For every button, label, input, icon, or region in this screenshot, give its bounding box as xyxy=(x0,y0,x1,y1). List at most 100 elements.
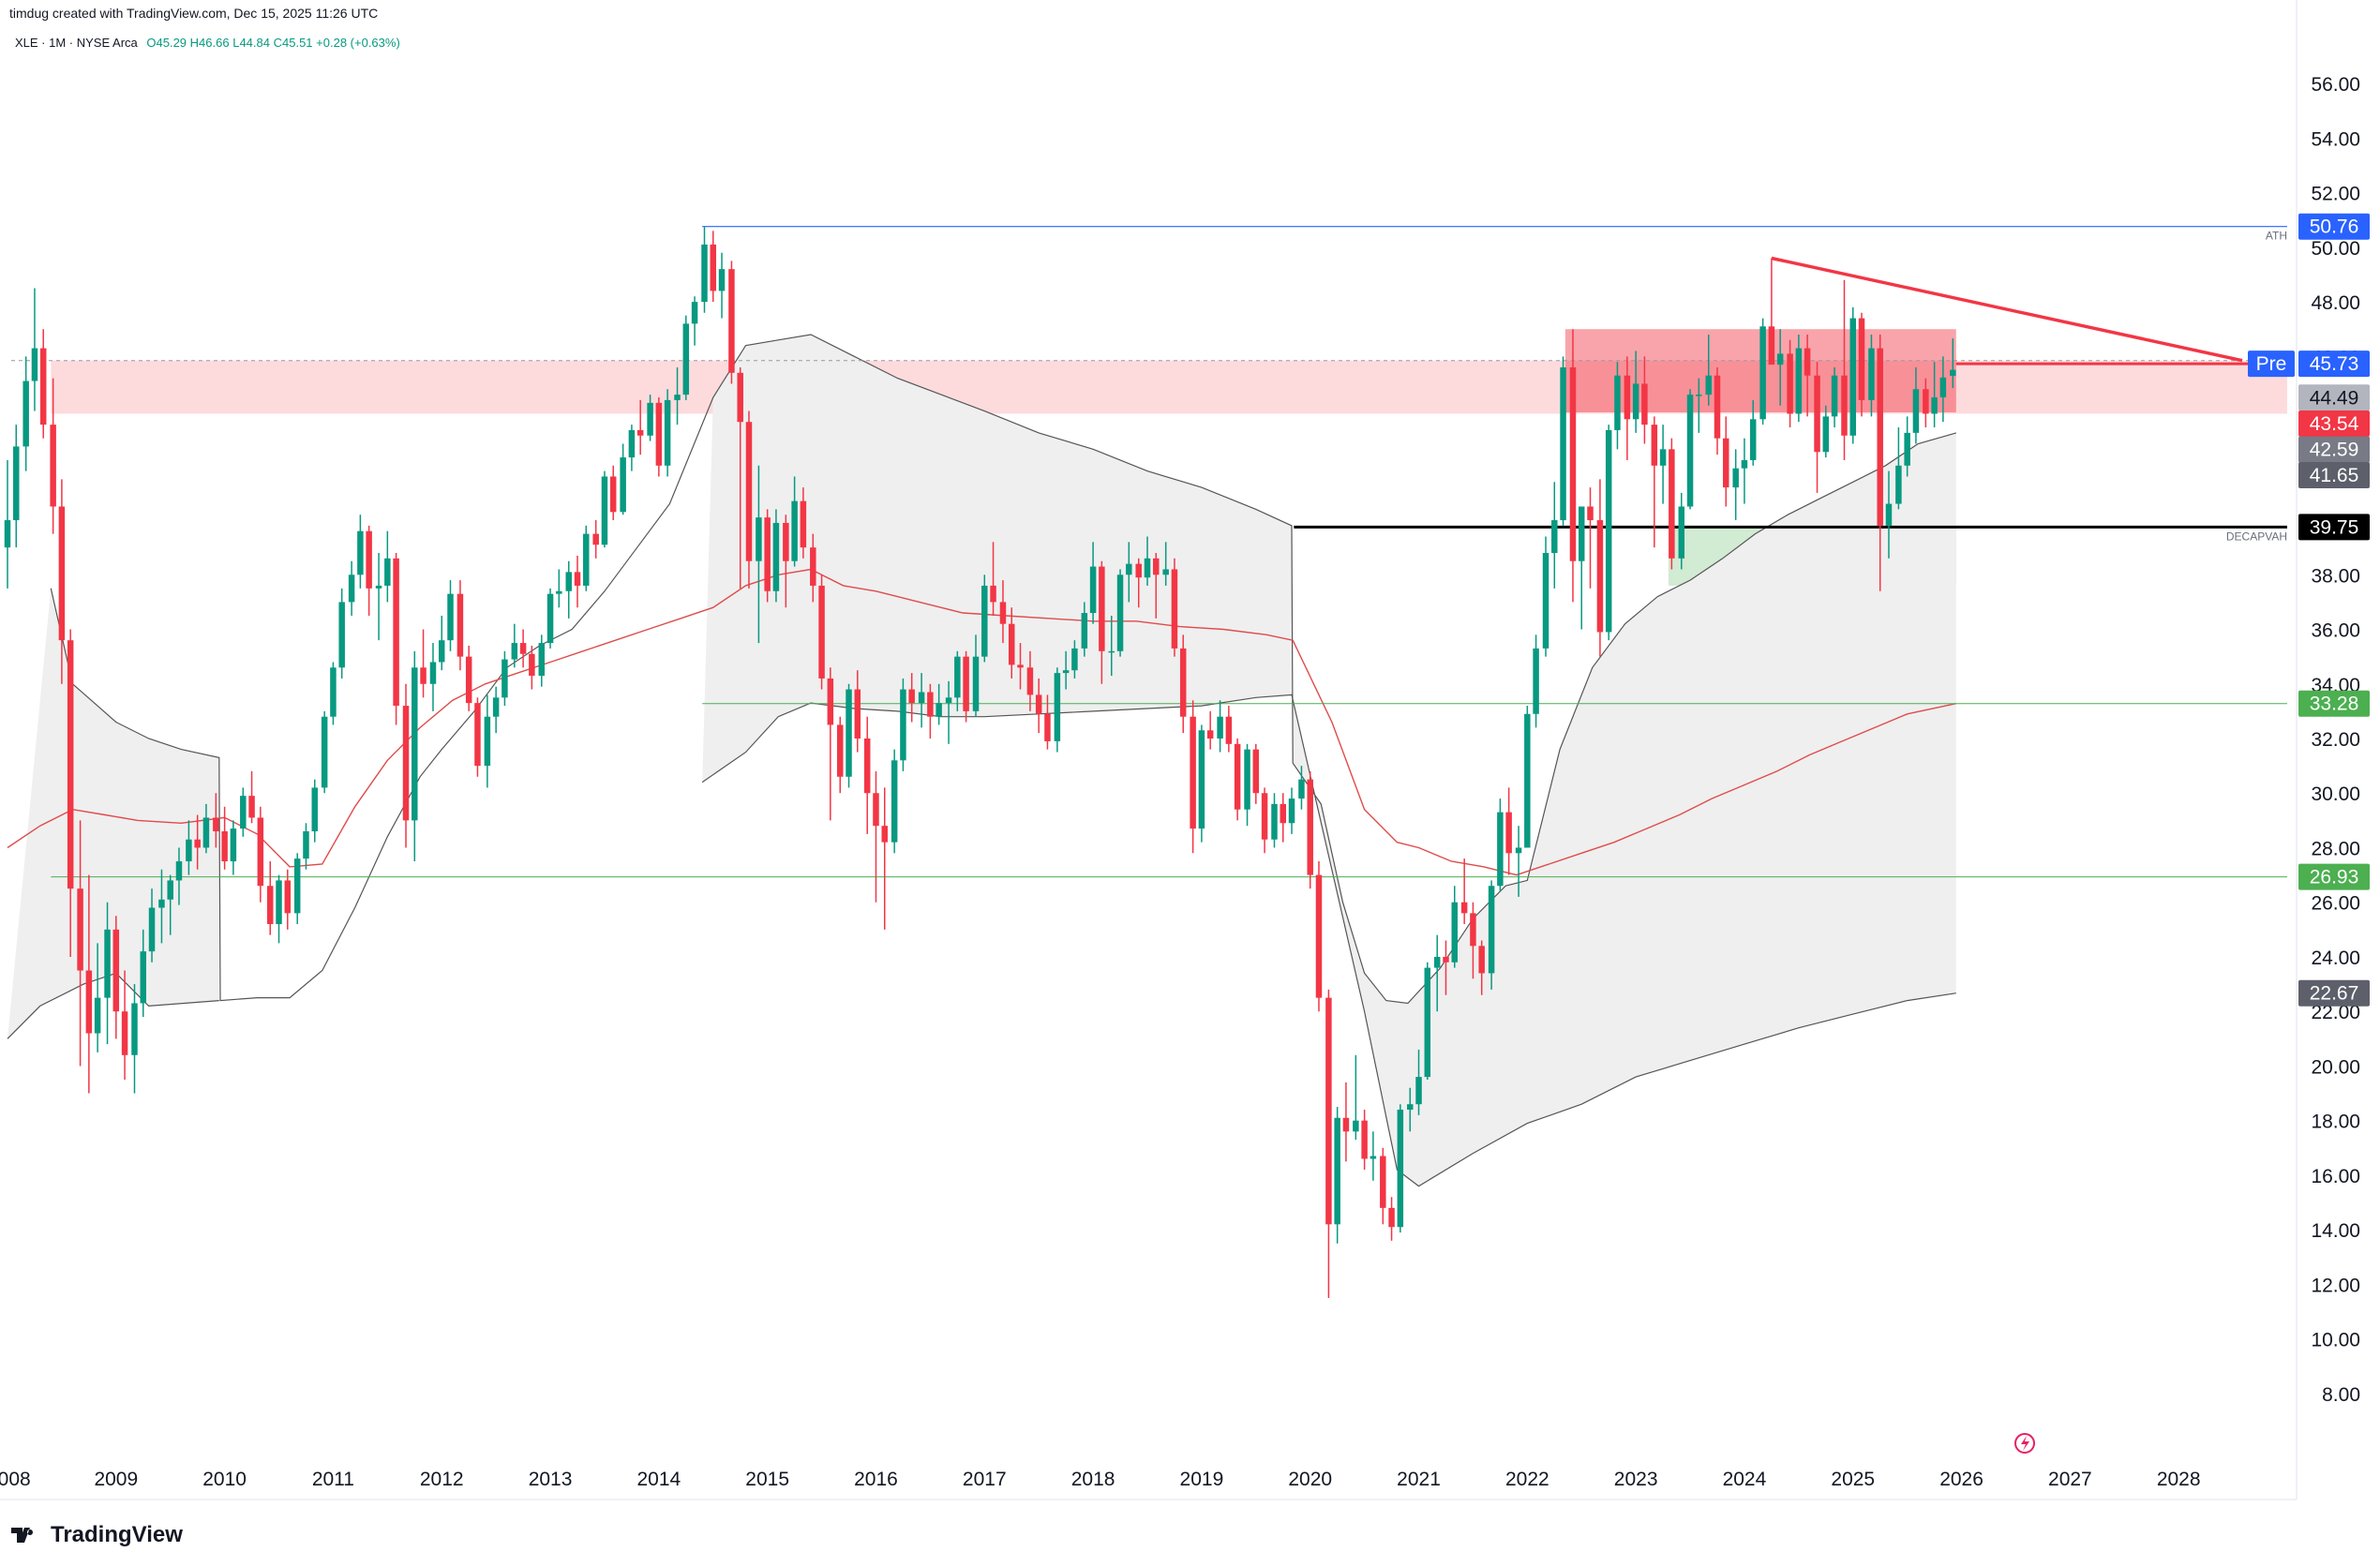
flash-icon-bolt xyxy=(2021,1436,2029,1451)
candle xyxy=(1062,650,1070,690)
candle xyxy=(1605,425,1612,641)
candle-body xyxy=(1923,389,1929,414)
candle xyxy=(1008,607,1015,679)
candle xyxy=(158,869,165,944)
candle xyxy=(186,820,192,875)
candle xyxy=(1179,634,1187,734)
candle xyxy=(1198,724,1205,843)
tradingview-logo-icon xyxy=(11,1528,34,1543)
candle xyxy=(1849,306,1857,444)
symbol-name[interactable]: XLE · 1M · NYSE Arca xyxy=(15,36,138,50)
candle-body xyxy=(50,425,56,507)
candle xyxy=(1497,798,1504,892)
candle xyxy=(674,366,681,425)
candle-body xyxy=(546,593,554,644)
y-tick-label: 18.00 xyxy=(2311,1112,2360,1133)
candle xyxy=(981,575,988,663)
candle xyxy=(303,823,309,870)
candle xyxy=(1153,552,1160,619)
candle xyxy=(1686,389,1694,510)
candle-body xyxy=(1179,648,1187,717)
y-tick-label: 22.00 xyxy=(2311,1002,2360,1023)
candle xyxy=(764,509,771,603)
candle xyxy=(1624,356,1631,460)
candle-body xyxy=(121,1011,128,1055)
candle-body xyxy=(1198,730,1205,829)
candle-body xyxy=(1542,552,1549,649)
candle-body xyxy=(1288,798,1295,824)
high-value: H46.66 xyxy=(189,36,230,50)
candle xyxy=(1370,1131,1377,1181)
candle xyxy=(1939,356,1947,423)
candle xyxy=(1099,560,1105,684)
candle xyxy=(1877,335,1883,591)
candle xyxy=(1669,438,1675,570)
x-tick-label: 2008 xyxy=(0,1469,31,1490)
candle xyxy=(908,673,915,723)
candle xyxy=(710,231,717,303)
candle xyxy=(1407,1087,1414,1132)
candle xyxy=(267,861,274,935)
candle-body xyxy=(1361,1120,1368,1159)
candle xyxy=(94,943,101,1052)
candle xyxy=(1135,558,1142,608)
x-tick-label: 2024 xyxy=(1723,1469,1767,1490)
candle-body xyxy=(1271,803,1278,840)
candle-body xyxy=(1044,713,1051,741)
candle xyxy=(293,853,301,925)
candle-body xyxy=(140,951,147,1004)
y-tick-label: 26.00 xyxy=(2311,893,2360,915)
candle-body xyxy=(348,575,355,603)
trendline-layer[interactable] xyxy=(1771,256,2243,363)
candle xyxy=(1804,335,1811,417)
tradingview-logo[interactable]: TradingView xyxy=(9,1522,183,1548)
candle xyxy=(1505,787,1512,875)
candle xyxy=(1614,362,1621,450)
candle xyxy=(330,662,337,725)
candle-body xyxy=(267,886,274,925)
candle-body xyxy=(710,244,717,291)
price-label-prefix-box xyxy=(2248,351,2295,378)
band-fill-2020 xyxy=(1292,432,1956,1186)
price-label-42-59: 42.59 xyxy=(2298,436,2370,463)
candle xyxy=(1831,366,1838,428)
candle xyxy=(121,970,128,1080)
candle-body xyxy=(311,787,318,832)
candle-body xyxy=(837,724,844,777)
candle-body xyxy=(583,533,590,586)
candle xyxy=(1361,1110,1368,1171)
bollinger-layer xyxy=(7,334,1956,1187)
candle xyxy=(429,643,437,711)
candle-body xyxy=(338,602,345,668)
candle-body xyxy=(1641,383,1648,425)
candle-body xyxy=(1162,569,1169,575)
candle-body xyxy=(240,796,247,829)
y-tick-label: 30.00 xyxy=(2311,784,2360,805)
candle-body xyxy=(1252,749,1260,794)
x-tick-label: 2013 xyxy=(529,1469,573,1490)
candle-body xyxy=(827,678,834,725)
candle xyxy=(963,650,969,723)
price-label-text: 41.65 xyxy=(2310,465,2359,486)
candle xyxy=(438,615,445,671)
candle xyxy=(701,226,708,313)
candle-body xyxy=(366,530,372,589)
candle xyxy=(546,588,554,649)
candle xyxy=(1415,1049,1422,1115)
candle-body xyxy=(647,402,653,436)
candle xyxy=(1035,678,1042,734)
candle xyxy=(1776,329,1784,406)
candle-body xyxy=(718,269,726,291)
candle xyxy=(945,680,952,744)
band-fill-2008 xyxy=(7,588,219,1039)
candle-body xyxy=(1849,318,1857,436)
candle xyxy=(1470,902,1476,979)
candle-body xyxy=(1433,956,1441,968)
candle xyxy=(22,356,29,471)
candle xyxy=(1904,416,1910,477)
candle-body xyxy=(1217,716,1223,739)
candle xyxy=(484,694,491,788)
candle xyxy=(140,929,147,1018)
candle-body xyxy=(186,839,192,862)
